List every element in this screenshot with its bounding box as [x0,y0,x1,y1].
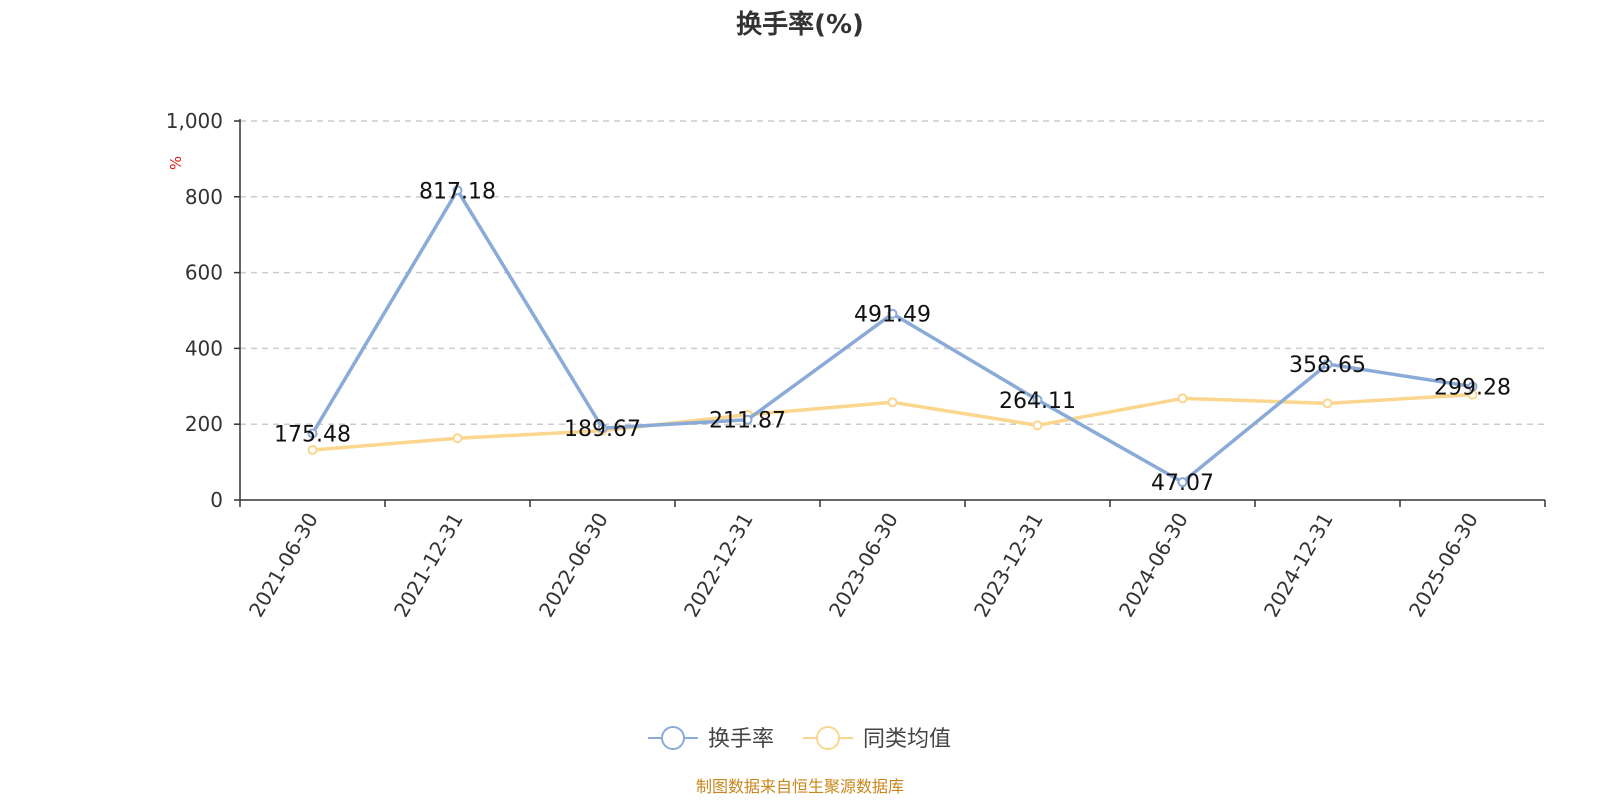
source-note: 制图数据来自恒生聚源数据库 [696,777,904,796]
legend-label: 换手率 [708,727,774,752]
x-tick-label: 2024-06-30 [1114,509,1193,622]
series-lines [307,185,1478,488]
legend[interactable]: 换手率 同类均值 [648,726,951,752]
data-label: 189.67 [564,417,641,442]
y-axis-unit-label: % [167,156,185,170]
x-tick-label: 2023-12-31 [969,509,1048,622]
data-label: 358.65 [1289,353,1366,378]
data-point [1467,381,1478,392]
data-label: 47.07 [1151,471,1214,496]
data-point [887,308,898,319]
x-tick-label: 2021-06-30 [244,509,323,622]
data-label: 817.18 [419,179,496,204]
data-point [452,185,463,196]
data-point [1322,398,1333,409]
data-label: 211.87 [709,409,786,434]
data-point [452,433,463,444]
data-label: 491.49 [854,303,931,328]
chart-title: 换手率(%) [736,9,864,40]
data-point [742,414,753,425]
x-tick-label: 2022-06-30 [534,509,613,622]
y-tick-label: 800 [185,185,223,209]
gridlines [240,120,1545,425]
legend-marker [661,726,685,750]
data-labels: 175.48 817.18 189.67 211.87 491.49 264.11 47.0… [274,179,1511,496]
y-tick-label: 400 [185,336,223,360]
legend-item-peer-average[interactable]: 同类均值 [803,726,951,752]
x-tick-label: 2023-06-30 [824,509,903,622]
data-label: 175.48 [274,422,351,447]
legend-marker [816,726,840,750]
data-point [887,397,898,408]
data-point [1032,420,1043,431]
y-tick-label: 600 [185,261,223,285]
data-point [307,428,318,439]
legend-item-turnover[interactable]: 换手率 [648,726,774,752]
x-tick-label: 2021-12-31 [389,509,468,622]
x-tick-label: 2024-12-31 [1259,509,1338,622]
data-label: 264.11 [999,389,1076,414]
y-tick-label: 200 [185,412,223,436]
data-point [1177,477,1188,488]
data-point [1032,394,1043,405]
legend-label: 同类均值 [863,727,951,752]
x-tick-label: 2022-12-31 [679,509,758,622]
data-point [1177,393,1188,404]
y-tick-label: 1,000 [166,109,223,133]
y-tick-label: 0 [210,488,223,512]
x-tick-label: 2025-06-30 [1404,509,1483,622]
data-point [1322,359,1333,370]
data-point [307,444,318,455]
data-point [597,423,608,434]
data-label: 299.28 [1434,376,1511,401]
